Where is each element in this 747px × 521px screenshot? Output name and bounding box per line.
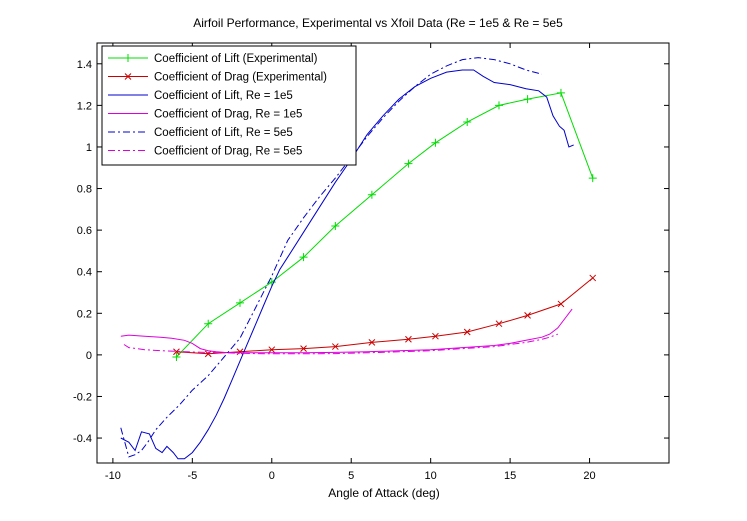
legend-box	[101, 45, 357, 166]
series-line	[120, 308, 573, 354]
data-point	[331, 221, 340, 230]
data-point	[589, 274, 597, 282]
data-point	[495, 320, 503, 328]
data-point	[405, 335, 412, 343]
data-point	[367, 190, 376, 199]
data-point	[557, 300, 565, 308]
data-point	[463, 118, 472, 127]
legend-label: Coefficient of Drag (Experimental)	[154, 72, 327, 84]
legend-label: Coefficient of Drag, Re = 1e5	[154, 109, 302, 121]
series-line	[120, 69, 574, 460]
data-point	[523, 95, 532, 104]
y-tick-label: -0.2	[73, 391, 92, 403]
data-point	[494, 101, 503, 110]
series-lines	[120, 57, 597, 460]
data-point	[236, 298, 244, 307]
x-tick-label: 5	[348, 470, 354, 482]
legend-label: Coefficient of Drag, Re = 5e5	[154, 146, 302, 158]
x-tick-label: 15	[504, 470, 516, 482]
y-tick-label: 0.4	[77, 267, 92, 279]
data-point	[204, 319, 213, 328]
x-tick-label: 10	[425, 470, 437, 482]
legend-marker	[124, 73, 132, 80]
data-point	[300, 345, 307, 352]
series-3	[120, 308, 573, 354]
data-point	[588, 174, 597, 183]
data-point	[299, 253, 308, 262]
data-point	[404, 159, 413, 168]
data-point	[432, 332, 439, 340]
series-4	[120, 57, 543, 458]
data-point	[331, 343, 339, 350]
legend-label: Coefficient of Lift, Re = 1e5	[154, 90, 293, 102]
series-line	[176, 92, 594, 358]
y-tick-label: 1.4	[77, 59, 92, 71]
series-1	[173, 274, 597, 358]
y-tick-label: 0.6	[77, 225, 92, 237]
data-point	[173, 348, 180, 356]
data-point	[204, 350, 212, 358]
data-point	[236, 348, 244, 356]
series-5	[123, 333, 558, 355]
data-point	[463, 328, 471, 336]
x-tick-label: -10	[105, 470, 121, 482]
y-tick-label: 0.8	[77, 184, 92, 196]
y-tick-label: 1.2	[77, 100, 92, 112]
data-point	[556, 88, 565, 97]
series-line	[120, 57, 543, 458]
legend-label: Coefficient of Lift, Re = 5e5	[154, 127, 293, 139]
series-line	[176, 277, 594, 355]
data-point	[431, 138, 440, 147]
data-point	[268, 346, 276, 354]
y-tick-label: 1	[86, 142, 92, 154]
legend: Coefficient of Lift (Experimental) Coeffi…	[101, 45, 357, 166]
series-2	[120, 69, 574, 460]
data-point	[524, 312, 531, 319]
chart-title: Airfoil Performance, Experimental vs Xfo…	[193, 16, 563, 30]
data-point	[172, 352, 181, 361]
legend-marker	[124, 54, 132, 62]
y-tick-label: -0.4	[73, 433, 92, 445]
y-tick-label: 0.2	[77, 308, 92, 320]
series-line	[123, 333, 558, 355]
x-tick-label: 0	[269, 470, 275, 482]
y-tick-label: 0	[86, 350, 92, 362]
x-axis-label: Angle of Attack (deg)	[328, 486, 439, 500]
legend-label: Coefficient of Lift (Experimental)	[154, 53, 318, 65]
x-tick-label: 20	[583, 470, 595, 482]
data-point	[368, 339, 376, 346]
x-tick-label: -5	[187, 470, 197, 482]
